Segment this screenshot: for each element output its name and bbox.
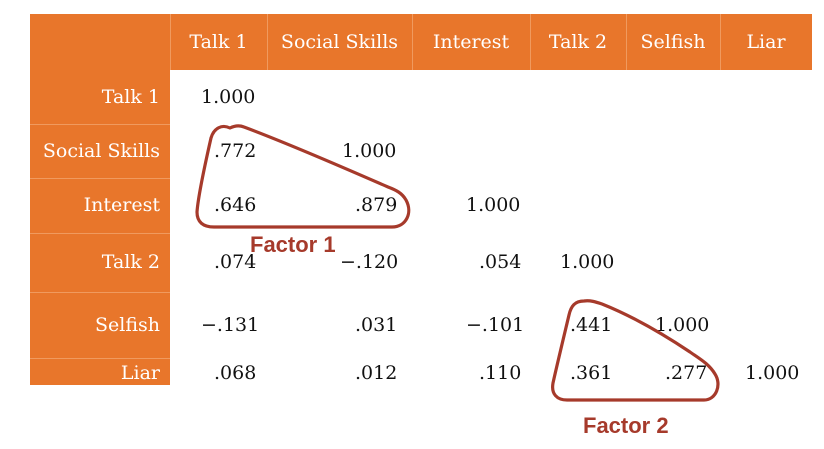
column-header-selfish: Selfish — [640, 31, 706, 53]
column-header-talk-1: Talk 1 — [189, 31, 248, 53]
column-header-talk-2: Talk 2 — [548, 31, 608, 53]
correlation-cell: .068 — [214, 362, 257, 384]
correlation-cell: .012 — [355, 362, 398, 384]
header-separator — [267, 14, 268, 70]
header-separator — [720, 14, 721, 70]
correlation-cell: .646 — [214, 194, 257, 216]
factor-1-label: Factor 1 — [250, 232, 336, 257]
column-header-social-skills: Social Skills — [280, 31, 399, 53]
correlation-cell: .054 — [479, 251, 522, 273]
header-separator — [626, 14, 627, 70]
correlation-cell: 1.000 — [655, 314, 710, 336]
correlation-cell: .361 — [570, 362, 613, 384]
header-separator — [170, 14, 171, 70]
correlation-cell: 1.000 — [201, 86, 256, 108]
row-separator — [30, 178, 170, 179]
correlation-cell: .441 — [570, 314, 613, 336]
correlation-cell: .110 — [479, 362, 522, 384]
column-header-liar: Liar — [746, 31, 786, 53]
column-header-interest: Interest — [432, 31, 510, 53]
row-separator — [30, 358, 170, 359]
row-header-talk-1: Talk 1 — [101, 86, 160, 108]
correlation-cell: 1.000 — [745, 362, 800, 384]
correlation-cell: .277 — [665, 362, 708, 384]
correlation-cell: 1.000 — [466, 194, 521, 216]
column-header-bar — [30, 14, 812, 70]
row-header-interest: Interest — [83, 194, 160, 216]
correlation-cell: 1.000 — [560, 251, 615, 273]
header-separator — [530, 14, 531, 70]
correlation-cell: −.131 — [201, 314, 260, 336]
correlation-cell: 1.000 — [342, 140, 397, 162]
correlation-cell: .074 — [214, 251, 257, 273]
row-header-talk-2: Talk 2 — [101, 251, 160, 273]
header-separator — [412, 14, 413, 70]
correlation-cell: −.101 — [466, 314, 525, 336]
row-separator — [30, 124, 170, 125]
row-header-bar — [30, 70, 170, 385]
correlation-cell: .772 — [214, 140, 257, 162]
row-separator — [30, 233, 170, 234]
row-header-social-skills: Social Skills — [42, 140, 160, 162]
correlation-cell: −.120 — [340, 251, 399, 273]
correlation-cell: .031 — [355, 314, 398, 336]
factor-2-label: Factor 2 — [583, 413, 669, 438]
correlation-cell: .879 — [355, 194, 398, 216]
row-separator — [30, 292, 170, 293]
row-header-selfish: Selfish — [95, 314, 160, 336]
row-header-liar: Liar — [120, 362, 160, 384]
